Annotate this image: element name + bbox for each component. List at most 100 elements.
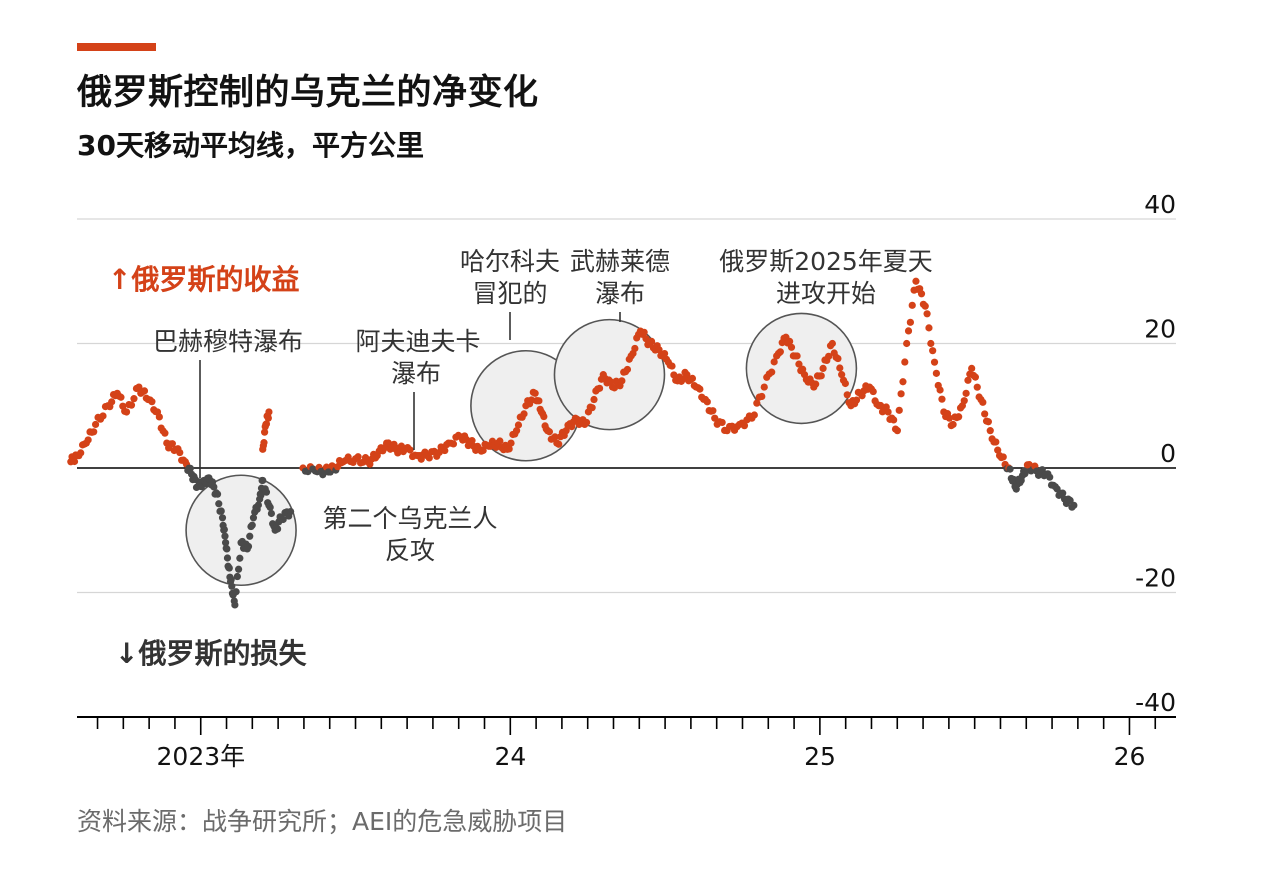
data-point (122, 408, 131, 416)
annotation-counteroffensive-line2: 反攻 (385, 536, 435, 565)
data-point (903, 339, 911, 348)
data-point (945, 414, 953, 422)
data-point (236, 554, 244, 562)
data-point (108, 398, 116, 406)
data-point (233, 572, 241, 581)
data-point (709, 407, 717, 415)
data-point (232, 588, 240, 596)
data-point (768, 368, 776, 376)
y-tick-label: 40 (1144, 190, 1176, 219)
data-point (264, 414, 272, 422)
data-point (683, 371, 691, 379)
data-point (660, 349, 669, 358)
data-point (899, 378, 907, 386)
data-point (220, 525, 228, 534)
data-point (908, 301, 916, 309)
data-point (227, 576, 235, 584)
annotation-leaders (199, 312, 621, 478)
data-point (884, 408, 892, 416)
data-point (254, 501, 263, 509)
data-point (535, 397, 543, 405)
data-point (750, 411, 758, 419)
data-point (688, 374, 697, 382)
data-point (968, 364, 976, 372)
data-point (936, 386, 944, 394)
annotation-summer-line1: 俄罗斯2025年夏天 (719, 247, 933, 276)
data-point (228, 582, 236, 590)
y-tick-label: -40 (1135, 688, 1176, 717)
data-point (927, 339, 935, 348)
data-point (786, 337, 794, 345)
data-point (758, 392, 766, 401)
annotation-kharkiv-line1: 哈尔科夫 (460, 247, 560, 276)
data-point (921, 302, 929, 310)
data-point (828, 339, 836, 348)
data-point (711, 414, 719, 422)
data-point (244, 542, 253, 551)
data-point (130, 395, 138, 403)
data-point (917, 290, 926, 298)
data-point (890, 416, 898, 424)
data-point (962, 389, 970, 397)
data-point (540, 412, 548, 421)
data-point (505, 445, 513, 453)
data-point (231, 601, 239, 609)
data-point (186, 464, 194, 472)
data-point (221, 539, 230, 547)
data-point (91, 420, 100, 429)
gain-label: ↑俄罗斯的收益 (108, 263, 299, 296)
data-point (595, 384, 604, 392)
data-point (655, 346, 663, 354)
data-point (740, 422, 749, 430)
data-point (479, 446, 487, 455)
annotation-avdiivka-line2: 瀑布 (391, 359, 441, 388)
data-point (929, 347, 937, 355)
data-point (274, 525, 282, 533)
data-point (795, 360, 803, 368)
y-tick-label: -20 (1135, 564, 1176, 593)
data-point (468, 437, 476, 445)
data-point (836, 364, 844, 372)
y-axis-labels: 40 20 0 -20 -40 (1135, 190, 1176, 717)
data-point (267, 509, 276, 518)
x-tick-label: 24 (495, 742, 527, 771)
data-point (551, 433, 559, 441)
data-point (994, 446, 1002, 454)
data-point (261, 428, 269, 436)
data-point (161, 429, 169, 437)
data-point (287, 507, 295, 516)
data-point (449, 440, 458, 448)
data-point (979, 398, 987, 406)
data-point (904, 327, 913, 335)
data-point (901, 358, 909, 366)
data-point (225, 564, 233, 572)
data-point (793, 352, 801, 360)
data-point (631, 344, 639, 353)
data-point (260, 439, 268, 447)
data-point (148, 398, 156, 406)
data-point (217, 507, 225, 515)
data-point (513, 427, 521, 435)
data-point (248, 521, 256, 529)
data-point (869, 387, 877, 396)
annotation-bakhmut: 巴赫穆特瀑布 (153, 327, 303, 356)
data-point (999, 453, 1007, 461)
data-point (266, 503, 274, 511)
data-point (623, 365, 632, 374)
data-point (496, 437, 504, 445)
data-point (215, 500, 223, 508)
data-point (668, 362, 676, 370)
data-point (841, 379, 849, 388)
data-point (610, 384, 619, 392)
data-point (696, 385, 704, 393)
y-tick-label: 0 (1160, 439, 1176, 468)
data-point (964, 376, 972, 384)
data-point (168, 440, 176, 448)
data-point (582, 418, 591, 427)
data-point (406, 446, 414, 454)
data-point (77, 449, 85, 457)
data-point (1070, 501, 1078, 509)
data-point (520, 410, 528, 418)
annotation-vuhledar-line2: 瀑布 (595, 279, 645, 308)
data-point (249, 514, 258, 522)
